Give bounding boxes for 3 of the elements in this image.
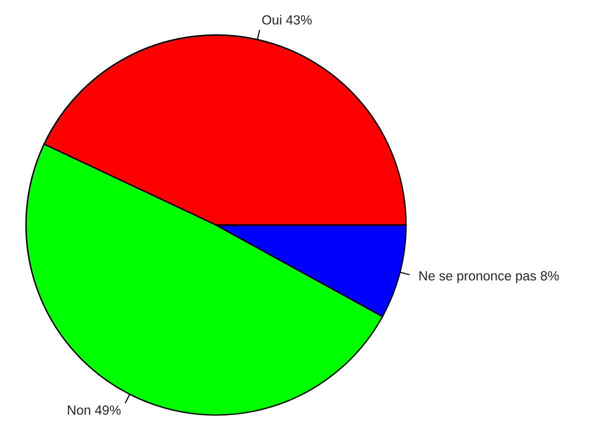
slice-label: Ne se prononce pas 8% (420, 271, 559, 284)
slice-label: Oui 43% (262, 14, 312, 25)
slice-label: Non 49% (68, 405, 121, 415)
